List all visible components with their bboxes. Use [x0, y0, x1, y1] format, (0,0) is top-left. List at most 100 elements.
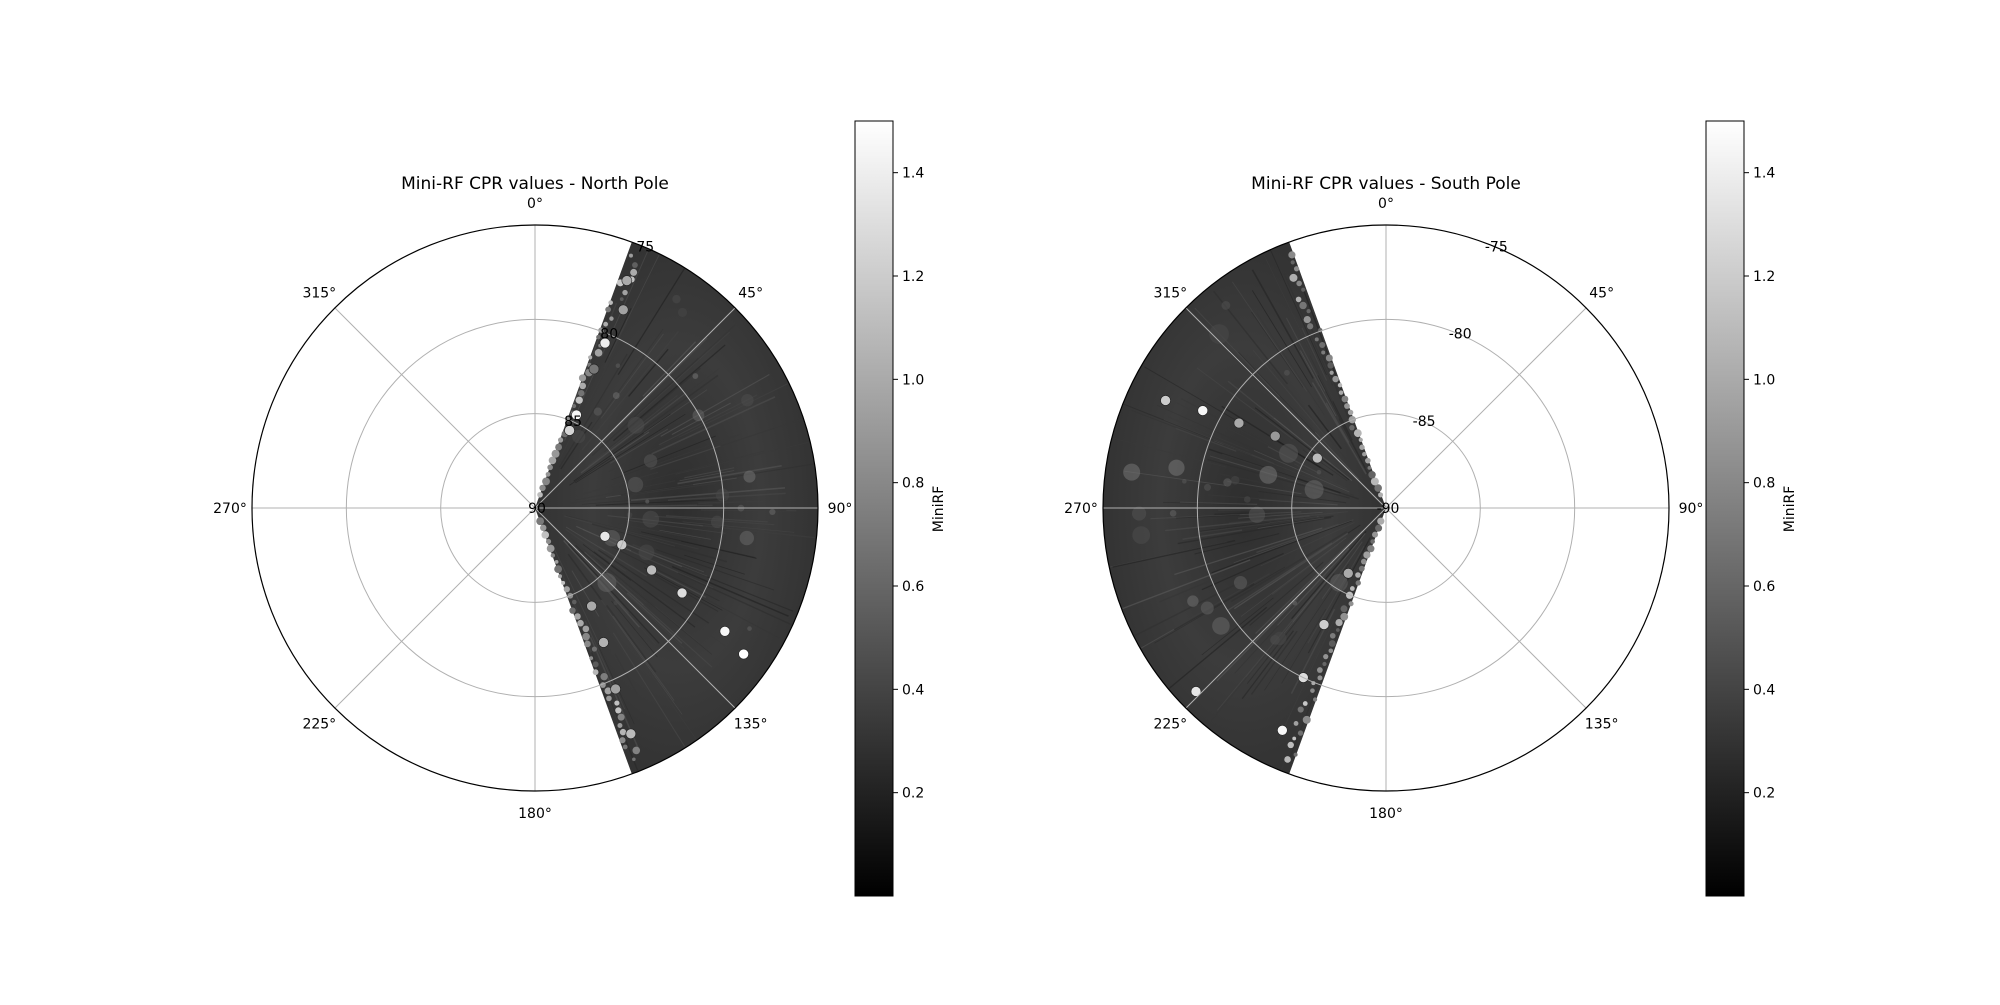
texture-crater — [1168, 460, 1184, 476]
edge-track-point — [1310, 688, 1315, 693]
edge-track-point — [618, 714, 625, 721]
edge-track-point — [583, 626, 590, 633]
theta-tick-label: 315° — [1153, 285, 1187, 301]
colorbar-tick-label: 0.8 — [902, 476, 924, 492]
edge-track-point — [555, 444, 562, 451]
edge-track-point — [584, 641, 591, 648]
edge-track-point — [1359, 566, 1365, 572]
radial-tick-label: 85 — [564, 414, 582, 430]
colorbar-tick-label: 0.4 — [902, 682, 924, 698]
edge-track-point — [1342, 396, 1349, 403]
edge-track-point — [1301, 288, 1305, 292]
edge-track-point — [632, 262, 638, 268]
colorbar-tick-label: 1.2 — [1753, 269, 1775, 285]
edge-track-point — [547, 465, 553, 471]
edge-track-point — [574, 613, 580, 619]
texture-crater — [769, 509, 775, 515]
edge-track-point — [1303, 716, 1311, 724]
colorbar-tick-label: 0.4 — [1753, 682, 1775, 698]
edge-track-point — [1367, 545, 1374, 552]
edge-track-point — [546, 472, 551, 477]
texture-crater — [672, 295, 680, 303]
edge-track-point — [576, 397, 583, 404]
edge-track-point — [615, 707, 621, 713]
edge-track-point — [582, 633, 590, 641]
edge-track-point — [623, 745, 628, 750]
edge-track-point — [539, 485, 545, 491]
edge-track-point — [561, 581, 565, 585]
edge-track-point — [620, 297, 624, 301]
edge-track-point — [1348, 410, 1353, 415]
cpr-point — [587, 601, 597, 611]
colorbar-ticks: 0.20.40.60.81.01.21.4 — [893, 166, 924, 802]
edge-track-point — [1298, 730, 1303, 735]
cpr-point — [600, 531, 610, 541]
edge-track-point — [1299, 302, 1306, 309]
edge-track-point — [542, 478, 550, 486]
texture-crater — [740, 531, 754, 545]
edge-track-point — [1349, 425, 1354, 430]
edge-track-point — [1378, 492, 1383, 497]
edge-track-point — [630, 269, 637, 276]
edge-track-point — [589, 656, 593, 660]
edge-track-point — [605, 307, 611, 313]
edge-track-point — [572, 600, 577, 605]
colorbar-tick-label: 1.2 — [902, 269, 924, 285]
cpr-point — [626, 729, 636, 739]
texture-crater — [1201, 602, 1214, 615]
texture-crater — [1279, 444, 1298, 463]
edge-track-point — [1306, 309, 1310, 313]
edge-track-point — [551, 553, 555, 557]
texture-crater — [1221, 301, 1230, 310]
edge-track-point — [608, 300, 613, 305]
edge-track-point — [564, 586, 570, 592]
edge-track-point — [1332, 376, 1338, 382]
cpr-point — [1270, 431, 1280, 441]
colorbar-tick-label: 0.6 — [1753, 579, 1775, 595]
edge-track-point — [1356, 580, 1361, 585]
cpr-point — [599, 637, 609, 647]
cpr-point — [618, 305, 628, 315]
theta-tick-label: 225° — [302, 717, 336, 733]
edge-track-point — [537, 492, 543, 498]
cpr-point — [1319, 620, 1329, 630]
edge-track-point — [558, 437, 563, 442]
theta-tick-label: 0° — [1378, 196, 1394, 212]
edge-track-point — [1329, 648, 1334, 653]
edge-track-point — [1370, 539, 1375, 544]
edge-track-point — [1365, 458, 1371, 464]
edge-track-point — [1335, 619, 1342, 626]
edge-track-point — [549, 457, 557, 465]
theta-tick-label: 270° — [1064, 501, 1098, 517]
south-pole-panel: Mini-RF CPR values - South Pole 0°45°90°… — [1064, 121, 1798, 896]
edge-track-point — [1313, 697, 1317, 701]
edge-track-point — [1330, 371, 1334, 375]
edge-track-point — [578, 390, 584, 396]
edge-track-point — [1315, 337, 1319, 341]
edge-track-point — [1330, 633, 1336, 639]
edge-track-point — [558, 574, 562, 578]
colorbar-tick-label: 1.4 — [902, 166, 924, 182]
edge-track-point — [1363, 551, 1370, 558]
cpr-point — [589, 364, 599, 374]
edge-track-point — [572, 404, 576, 408]
texture-crater — [645, 500, 649, 504]
edge-track-point — [1359, 438, 1363, 442]
edge-track-point — [593, 661, 599, 667]
edge-track-point — [541, 531, 549, 539]
edge-track-point — [592, 646, 597, 651]
texture-crater — [678, 308, 687, 317]
north-pole-panel: Mini-RF CPR values - North Pole 0°45°90°… — [213, 121, 947, 896]
edge-track-point — [1368, 471, 1375, 478]
edge-track-point — [620, 729, 626, 735]
texture-crater — [1234, 576, 1247, 589]
edge-track-point — [600, 673, 607, 680]
edge-track-point — [1304, 316, 1311, 323]
cpr-point — [1343, 568, 1353, 578]
edge-track-point — [555, 560, 559, 564]
edge-track-point — [536, 517, 544, 525]
edge-track-point — [1317, 675, 1322, 680]
edge-track-point — [588, 355, 592, 359]
